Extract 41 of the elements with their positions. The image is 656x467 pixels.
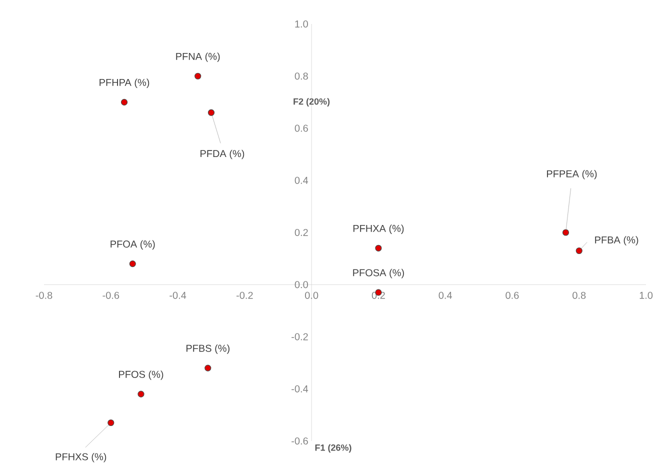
point — [138, 390, 144, 398]
x-tick-label: 1.0 — [640, 292, 653, 299]
x-tick-label: 0.4 — [438, 292, 452, 299]
point — [204, 364, 212, 372]
point — [194, 72, 202, 80]
text: PFDA (%) — [200, 150, 244, 160]
point — [108, 419, 114, 426]
series-label: PFHPA (%) — [100, 78, 150, 88]
x-axis-title: F1 (26%) — [315, 444, 352, 453]
x-tick-label: -0.8 — [36, 292, 52, 299]
point — [375, 244, 382, 252]
x-tick-label: 0.8 — [572, 292, 586, 299]
point — [208, 109, 215, 116]
series-label: PFOS (%) — [119, 370, 164, 380]
series-label: PFBA (%) — [595, 236, 638, 246]
y-axis-title: F2 (20%) — [294, 98, 330, 106]
y-tick-label: 0.4 — [294, 176, 308, 184]
point — [576, 247, 582, 254]
x-tick-label: 0.6 — [506, 292, 519, 299]
y-tick-label: -0.4 — [292, 385, 308, 392]
y-tick-label: -0.6 — [292, 437, 308, 445]
y-tick-label: 0.6 — [294, 124, 308, 132]
text: PFHXS (%) — [56, 452, 106, 462]
series-label: PFHXA (%) — [353, 224, 404, 234]
point — [562, 229, 570, 236]
y-tick-label: 1.0 — [295, 20, 308, 28]
y-tick-label: 0.2 — [294, 228, 308, 236]
series-label: PFNA (%) — [176, 52, 220, 62]
x-tick-label: 0.0 — [305, 292, 318, 299]
series-label: PFBS (%) — [186, 344, 230, 354]
y-tick-label: 0.0 — [294, 281, 308, 288]
series-label: PFOSA (%) — [353, 268, 404, 278]
y-tick-label: -0.2 — [292, 333, 308, 340]
x-tick-label: -0.4 — [170, 292, 186, 299]
text: PFPEA (%) — [546, 170, 597, 180]
x-tick-label: -0.2 — [236, 292, 253, 299]
point — [129, 260, 136, 268]
y-tick-label: 0.8 — [294, 72, 308, 80]
x-tick-label: -0.6 — [102, 292, 120, 299]
series-label: PFOA (%) — [110, 240, 155, 250]
point — [120, 98, 128, 106]
